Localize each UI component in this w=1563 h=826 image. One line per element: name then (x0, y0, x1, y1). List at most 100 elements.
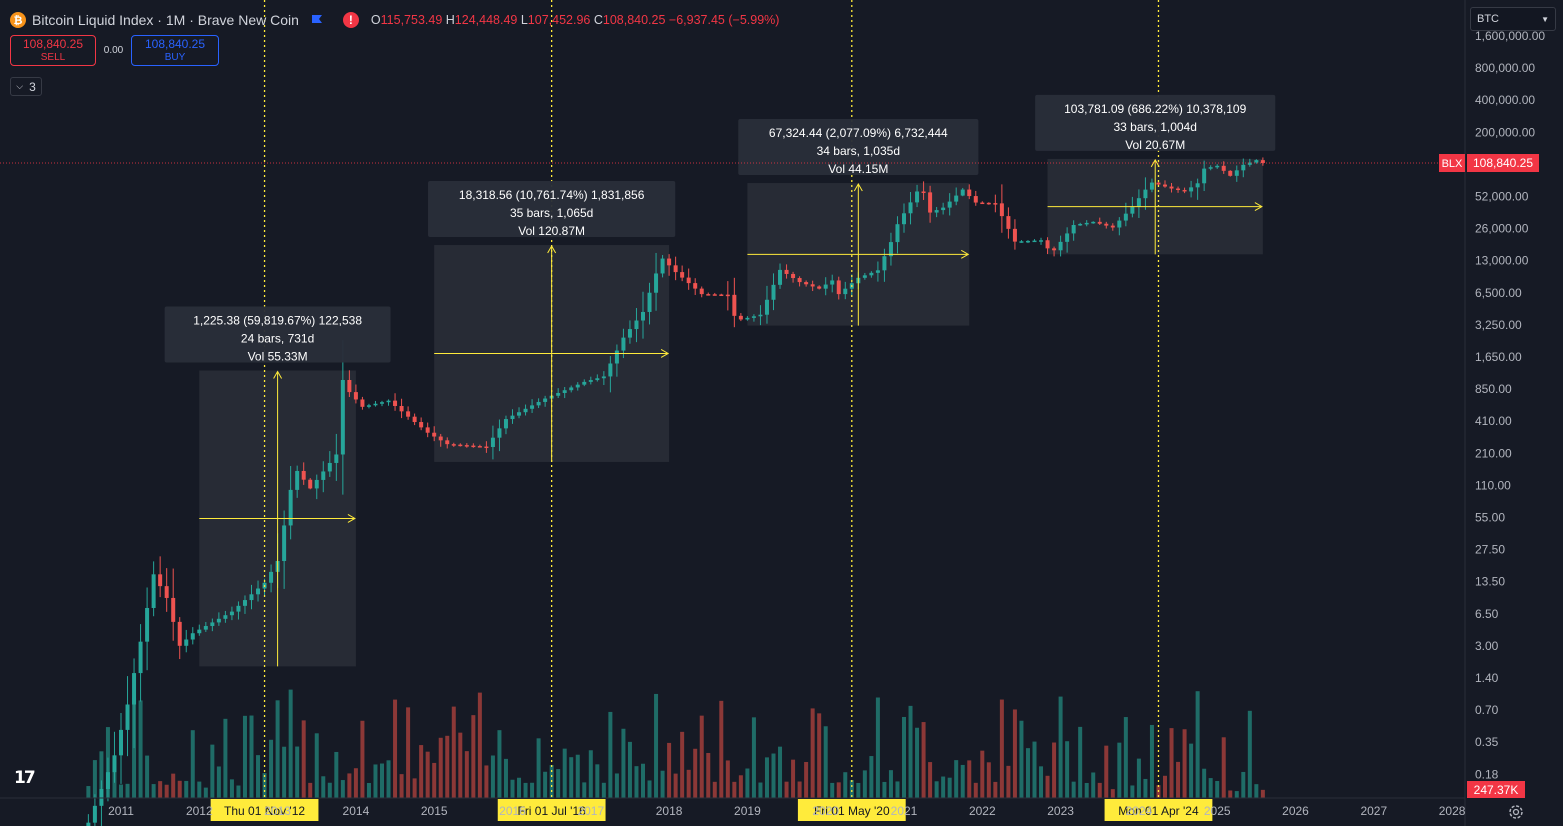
x-tick-label: 2022 (969, 804, 996, 818)
bitcoin-coin-icon: ₿ (10, 12, 26, 28)
volume-bar (732, 781, 737, 798)
y-tick-label: 55.00 (1475, 511, 1505, 525)
volume-bar (1032, 741, 1037, 798)
volume-bar (125, 783, 130, 798)
volume-bar (921, 722, 926, 798)
volume-bar (138, 700, 143, 798)
candle-body (686, 277, 691, 284)
measurement-text: 24 bars, 731d (241, 332, 314, 346)
candle-body (497, 428, 502, 438)
volume-bar (242, 715, 247, 798)
crosshair-date-label: Fri 01 May '20 (814, 804, 890, 818)
y-tick-label: 3.00 (1475, 639, 1499, 653)
x-tick-label: 2025 (1204, 804, 1231, 818)
volume-bar (856, 782, 861, 798)
sell-button[interactable]: 108,840.25 SELL (10, 35, 96, 66)
candle-body (229, 611, 234, 616)
symbol-select[interactable]: BTC ▼ (1470, 7, 1556, 31)
volume-bar (347, 773, 352, 798)
volume-bar (1221, 737, 1226, 798)
volume-bar (223, 718, 228, 798)
candle-body (751, 316, 756, 318)
symbol-tag: BLX (1442, 158, 1463, 170)
volume-bar (471, 715, 476, 798)
volume-bar (366, 782, 371, 798)
x-tick-label: 2024 (1126, 804, 1153, 818)
gear-icon[interactable] (1507, 803, 1525, 821)
volume-bar (236, 785, 241, 798)
measurement-text: 18,318.56 (10,761.74%) 1,831,856 (459, 188, 645, 202)
y-tick-label: 1.40 (1475, 671, 1499, 685)
candle-body (830, 280, 835, 285)
candle-body (673, 265, 678, 273)
volume-bar (464, 751, 469, 798)
volume-bar (882, 781, 887, 798)
volume-bar (1039, 766, 1044, 798)
volume-bar (575, 754, 580, 798)
volume-bar (321, 776, 326, 798)
candle-body (171, 597, 176, 622)
candle-body (1143, 189, 1148, 199)
volume-bar (1228, 790, 1233, 798)
crosshair-date-label-bg (497, 799, 606, 821)
volume-bar (556, 769, 561, 798)
volume-bar (999, 699, 1004, 798)
volume-bar (99, 751, 104, 798)
candle-body (706, 294, 711, 296)
candle-body (432, 432, 437, 437)
candle-body (941, 207, 946, 211)
candle-body (210, 622, 215, 627)
buy-button[interactable]: 108,840.25 BUY (131, 35, 219, 66)
candle-body (797, 278, 802, 283)
change-value: −6,937.45 (−5.99%) (668, 13, 780, 27)
volume-bar (1078, 726, 1083, 798)
volume-bar (843, 772, 848, 798)
volume-bar (184, 780, 189, 798)
candle-body (132, 673, 137, 705)
measurement-text: 67,324.44 (2,077.09%) 6,732,444 (769, 126, 948, 140)
volume-bar (745, 768, 750, 798)
y-tick-label: 52,000.00 (1475, 190, 1529, 204)
candle-body (151, 574, 156, 608)
alert-icon[interactable]: ! (342, 12, 359, 28)
candle-body (1006, 216, 1011, 229)
volume-bar (1052, 742, 1057, 798)
candle-body (242, 600, 247, 606)
y-tick-label: 400,000.00 (1475, 93, 1535, 107)
volume-bar (145, 755, 150, 798)
candle-body (386, 400, 391, 403)
candle-body (778, 269, 783, 285)
volume-bar (908, 705, 913, 798)
x-tick-label: 2017 (577, 804, 604, 818)
flag-icon[interactable] (311, 14, 323, 27)
spread-value: 0.00 (103, 45, 124, 56)
candle-body (1123, 213, 1128, 221)
candle-body (954, 195, 959, 202)
candle-body (1136, 198, 1141, 207)
volume-bar (693, 748, 698, 798)
candle-body (725, 294, 730, 297)
candles (86, 157, 1265, 826)
volume-bar (1182, 729, 1187, 798)
candle-body (197, 629, 202, 634)
volume-bar (869, 756, 874, 798)
candle-body (412, 416, 417, 423)
y-tick-label: 3,250.00 (1475, 318, 1522, 332)
candle-body (1019, 241, 1024, 243)
volume-bar (536, 738, 541, 798)
candle-body (934, 210, 939, 213)
candle-body (249, 594, 254, 601)
volume-bar (445, 735, 450, 798)
volume-bar (497, 730, 502, 798)
y-tick-label: 410.00 (1475, 414, 1512, 428)
volume-bar (1260, 789, 1265, 798)
volume-bar (256, 755, 261, 798)
chart-title[interactable]: Bitcoin Liquid Index · 1M · Brave New Co… (32, 12, 299, 28)
indicators-toggle-button[interactable]: ⌵ 3 (10, 77, 42, 96)
volume-bar (888, 770, 893, 798)
candle-body (543, 398, 548, 402)
candle-body (621, 337, 626, 351)
volume-bar (158, 781, 163, 798)
candle-body (1084, 222, 1089, 225)
